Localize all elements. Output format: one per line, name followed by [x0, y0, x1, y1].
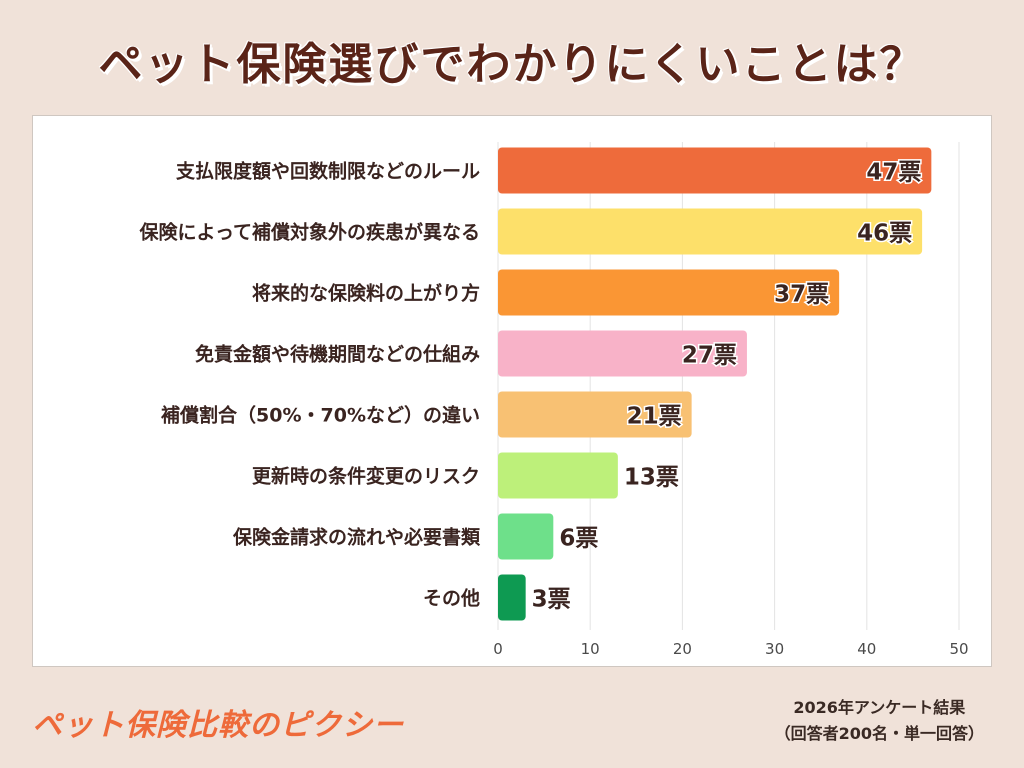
data-label: 6票	[559, 526, 598, 552]
data-label: 37票	[774, 282, 829, 308]
x-tick-label: 10	[581, 640, 600, 658]
data-label: 13票	[624, 465, 679, 491]
x-tick-label: 0	[493, 640, 503, 658]
category-label: その他	[423, 587, 480, 610]
category-label: 保険金請求の流れや必要書類	[232, 526, 481, 549]
category-label: 更新時の条件変更のリスク	[252, 465, 480, 488]
survey-line-1: 2026年アンケート結果	[793, 698, 966, 717]
brand-logo: ペット保険比較のピクシー	[32, 708, 404, 743]
data-label: 27票	[682, 343, 737, 369]
chart-panel: 0 10 20 30 40 50 支払限度額や回数制限などのルール 47票保険によって補償対象…	[32, 115, 992, 667]
bar-chart: 0 10 20 30 40 50 支払限度額や回数制限などのルール 47票保険によって補償対象…	[139, 142, 969, 658]
x-tick-label: 30	[765, 640, 784, 658]
bar	[498, 391, 692, 438]
bar	[498, 513, 554, 560]
category-label: 支払限度額や回数制限などのルール	[175, 160, 480, 183]
x-tick-label: 50	[949, 640, 968, 658]
bar	[498, 452, 618, 499]
bar	[498, 147, 932, 194]
category-label: 免責金額や待機期間などの仕組み	[195, 343, 480, 366]
category-label: 補償割合（50%・70%など）の違い	[160, 404, 480, 427]
page-title: ペット保険選びでわかりにくいことは？	[98, 39, 926, 90]
bar	[498, 208, 923, 255]
data-label: 46票	[857, 221, 912, 247]
x-tick-label: 20	[673, 640, 692, 658]
category-label: 保険によって補償対象外の疾患が異なる	[139, 221, 480, 244]
data-label: 21票	[627, 404, 682, 430]
x-tick-label: 40	[857, 640, 876, 658]
survey-line-2: （回答者200名・単一回答）	[774, 724, 984, 743]
bar	[498, 330, 747, 377]
bar	[498, 269, 840, 316]
survey-note: 2026年アンケート結果 （回答者200名・単一回答）	[775, 695, 984, 747]
category-label: 将来的な保険料の上がり方	[252, 282, 480, 305]
data-label: 47票	[866, 160, 921, 186]
data-label: 3票	[532, 587, 571, 613]
bar	[498, 574, 526, 621]
